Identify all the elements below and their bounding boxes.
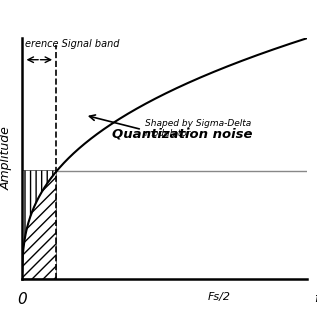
Text: f: f (314, 292, 317, 305)
Text: 0: 0 (17, 292, 27, 307)
Text: Fs/2: Fs/2 (208, 292, 230, 302)
Text: Amplitude: Amplitude (0, 126, 13, 191)
Text: Shaped by Sigma-Delta
modulator: Shaped by Sigma-Delta modulator (145, 119, 251, 138)
Text: Quantization noise: Quantization noise (112, 128, 252, 141)
Text: erence Signal band: erence Signal band (25, 39, 120, 49)
